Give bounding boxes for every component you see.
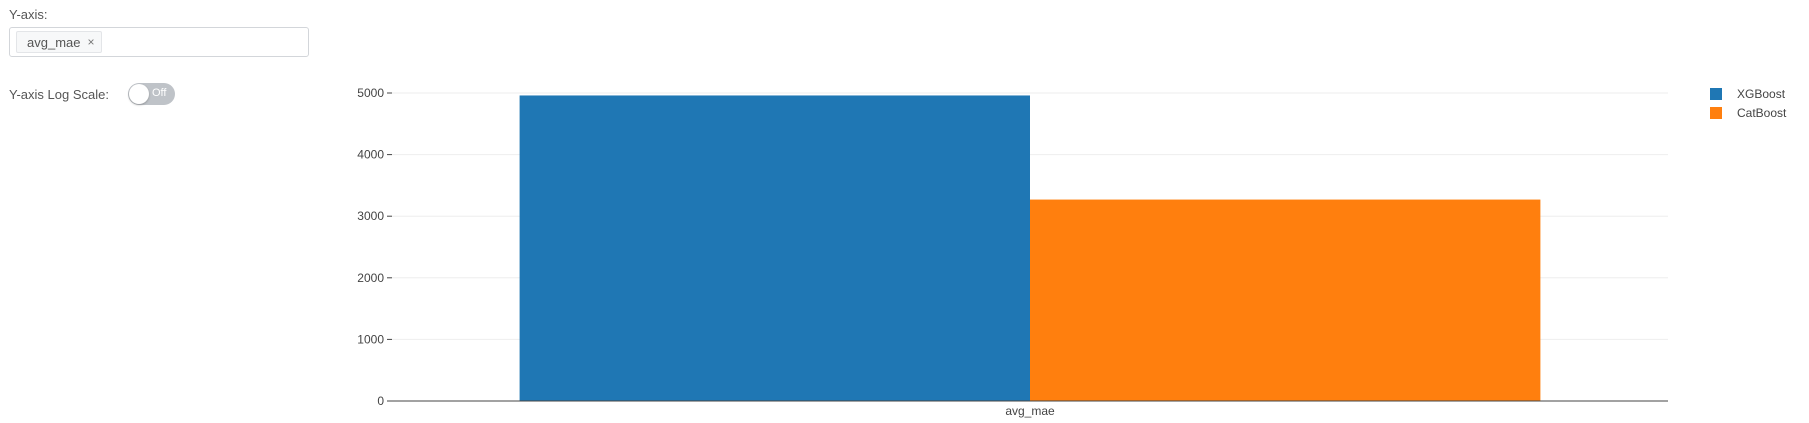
toggle-knob [129, 84, 149, 104]
selected-metric-chip: avg_mae × [16, 31, 102, 53]
legend-label-catboost: CatBoost [1737, 106, 1787, 120]
y-tick-label: 2000 [357, 271, 384, 285]
toggle-state-label: Off [152, 87, 167, 99]
remove-chip-icon[interactable]: × [87, 35, 95, 49]
y-tick-label: 1000 [357, 332, 384, 346]
bar-catboost [1030, 199, 1541, 401]
y-tick-label: 4000 [357, 148, 384, 162]
y-tick-label: 5000 [357, 86, 384, 100]
legend-label-xgboost: XGBoost [1737, 87, 1786, 101]
y-tick-label: 0 [377, 394, 384, 408]
bar-xgboost [519, 95, 1030, 402]
y-axis-label: Y-axis: [9, 7, 48, 22]
legend-swatch-xgboost [1710, 88, 1722, 100]
x-tick-label: avg_mae [1005, 404, 1055, 418]
log-scale-label: Y-axis Log Scale: [9, 87, 109, 102]
y-axis-multi-select[interactable]: avg_mae × [9, 27, 309, 57]
legend-swatch-catboost [1710, 107, 1722, 119]
log-scale-toggle[interactable]: Off [128, 83, 175, 105]
selected-metric-label: avg_mae [27, 34, 81, 50]
y-tick-label: 3000 [357, 209, 384, 223]
